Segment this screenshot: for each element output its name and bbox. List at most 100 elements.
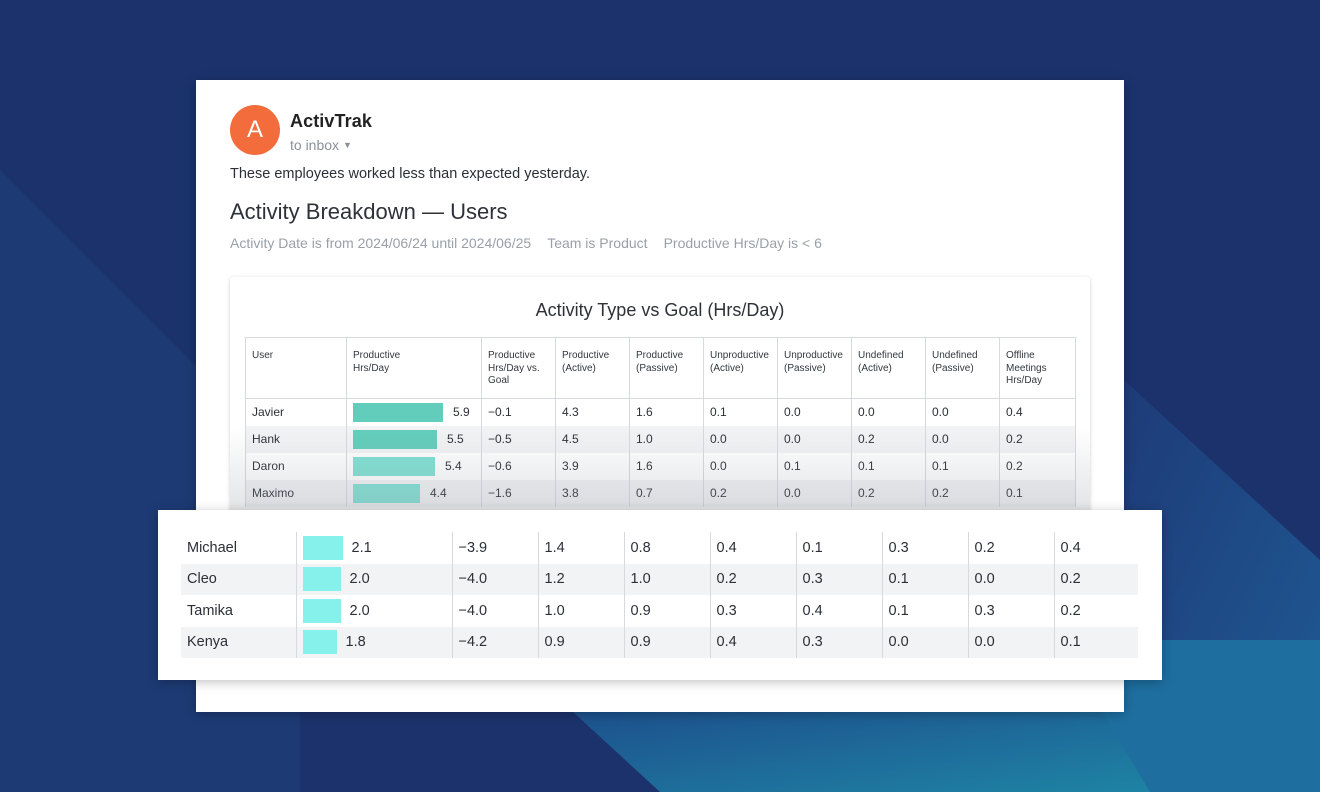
column-header[interactable]: Productive Hrs/Day <box>346 337 482 399</box>
caret-down-icon: ▼ <box>343 140 352 150</box>
vs-goal-cell: −4.2 <box>451 626 538 658</box>
productive-hours-value: 2.0 <box>349 602 370 619</box>
table-row[interactable]: Tamika 2.0 −4.0 1.0 0.9 0.3 0.4 0.1 0.3 0.2 <box>181 595 1138 627</box>
table-row[interactable]: Javier 5.9 −0.1 4.3 1.6 0.1 0.0 0.0 0.0 0.4 <box>245 398 1076 426</box>
recipient-dropdown[interactable]: to inbox ▼ <box>290 137 352 153</box>
column-header[interactable]: Unproductive (Passive) <box>777 337 852 399</box>
metric-cell: 0.2 <box>999 425 1076 453</box>
metric-cell: 0.2 <box>925 479 1000 507</box>
metric-cell: 0.3 <box>967 595 1054 627</box>
metric-cell: 1.2 <box>537 563 624 595</box>
vs-goal-cell: −0.5 <box>481 425 556 453</box>
filter-team: Team is Product <box>547 235 648 251</box>
column-header[interactable]: Undefined (Active) <box>851 337 926 399</box>
metric-cell: 1.6 <box>629 398 704 426</box>
metric-cell: 0.1 <box>777 452 852 480</box>
metric-cell: 0.7 <box>629 479 704 507</box>
user-name-cell: Hank <box>245 425 347 453</box>
productive-hours-bar <box>302 630 337 655</box>
sender-name: ActivTrak <box>290 111 372 131</box>
column-header[interactable]: Unproductive (Active) <box>703 337 778 399</box>
metric-cell: 0.4 <box>709 626 796 658</box>
metric-cell: 1.0 <box>537 595 624 627</box>
metric-cell: 0.1 <box>1053 626 1138 658</box>
table-row[interactable]: Michael 2.1 −3.9 1.4 0.8 0.4 0.1 0.3 0.2 0.4 <box>181 532 1138 564</box>
column-header[interactable]: Offline Meetings Hrs/Day <box>999 337 1076 399</box>
vs-goal-cell: −0.6 <box>481 452 556 480</box>
vs-goal-cell: −4.0 <box>451 563 538 595</box>
table-row[interactable]: Cleo 2.0 −4.0 1.2 1.0 0.2 0.3 0.1 0.0 0.2 <box>181 563 1138 595</box>
productive-hours-bar <box>302 598 341 623</box>
productive-hours-cell: 2.0 <box>295 595 452 627</box>
metric-cell: 0.3 <box>881 532 968 564</box>
table-header-row: User Productive Hrs/Day Productive Hrs/D… <box>245 337 1076 399</box>
metric-cell: 0.1 <box>795 532 882 564</box>
table-row[interactable]: Kenya 1.8 −4.2 0.9 0.9 0.4 0.3 0.0 0.0 0.1 <box>181 626 1138 658</box>
productive-hours-bar <box>302 567 341 592</box>
table-row[interactable]: Hank 5.5 −0.5 4.5 1.0 0.0 0.0 0.2 0.0 0.2 <box>245 425 1076 453</box>
table-row[interactable]: Daron 5.4 −0.6 3.9 1.6 0.0 0.1 0.1 0.1 0.2 <box>245 452 1076 480</box>
email-intro: These employees worked less than expecte… <box>230 166 591 182</box>
productive-hours-cell: 2.0 <box>295 563 452 595</box>
metric-cell: 0.1 <box>703 398 778 426</box>
filter-productive: Productive Hrs/Day is < 6 <box>663 235 822 251</box>
metric-cell: 0.0 <box>777 425 852 453</box>
sender-avatar: A <box>230 105 280 155</box>
metric-cell: 0.3 <box>795 626 882 658</box>
metric-cell: 0.4 <box>709 532 796 564</box>
metric-cell: 0.0 <box>967 563 1054 595</box>
metric-cell: 0.3 <box>795 563 882 595</box>
productive-hours-value: 5.4 <box>445 459 462 473</box>
user-name-cell: Cleo <box>181 563 296 595</box>
user-name-cell: Daron <box>245 452 347 480</box>
column-header[interactable]: Productive (Passive) <box>629 337 704 399</box>
metric-cell: 0.2 <box>851 479 926 507</box>
productive-hours-value: 1.8 <box>345 634 366 651</box>
metric-cell: 0.4 <box>795 595 882 627</box>
productive-hours-cell: 2.1 <box>295 532 452 564</box>
chart-title: Activity Type vs Goal (Hrs/Day) <box>535 300 785 320</box>
metric-cell: 0.4 <box>1053 532 1138 564</box>
column-header[interactable]: Undefined (Passive) <box>925 337 1000 399</box>
productive-hours-bar <box>353 429 437 449</box>
vs-goal-cell: −1.6 <box>481 479 556 507</box>
metric-cell: 0.2 <box>1053 595 1138 627</box>
activity-chart-card: Activity Type vs Goal (Hrs/Day) User Pro… <box>230 277 1090 513</box>
metric-cell: 3.9 <box>555 452 630 480</box>
metric-cell: 0.8 <box>623 532 710 564</box>
report-title: Activity Breakdown — Users <box>230 199 508 224</box>
productive-hours-bar <box>302 535 343 560</box>
metric-cell: 0.1 <box>925 452 1000 480</box>
metric-cell: 0.1 <box>881 595 968 627</box>
productive-hours-value: 5.9 <box>453 405 470 420</box>
user-name-cell: Maximo <box>245 479 347 507</box>
productive-hours-bar <box>353 456 435 476</box>
user-name-cell: Tamika <box>187 602 233 619</box>
column-header[interactable]: User <box>245 337 347 399</box>
table-row[interactable]: Maximo 4.4 −1.6 3.8 0.7 0.2 0.0 0.2 0.2 0.1 <box>245 479 1076 507</box>
metric-cell: 0.0 <box>925 398 1000 426</box>
filter-date: Activity Date is from 2024/06/24 until 2… <box>230 235 532 251</box>
metric-cell: 1.6 <box>629 452 704 480</box>
metric-cell: 0.2 <box>851 425 926 453</box>
metric-cell: 1.4 <box>537 532 624 564</box>
metric-cell: 1.0 <box>623 563 710 595</box>
column-header[interactable]: Productive (Active) <box>555 337 630 399</box>
metric-cell: 0.0 <box>881 626 968 658</box>
activity-table: User Productive Hrs/Day Productive Hrs/D… <box>245 337 1076 507</box>
productive-hours-value: 5.5 <box>447 432 464 446</box>
metric-cell: 0.9 <box>623 595 710 627</box>
metric-cell: 0.9 <box>623 626 710 658</box>
metric-cell: 4.5 <box>555 425 630 453</box>
metric-cell: 0.2 <box>703 479 778 507</box>
column-header[interactable]: Productive Hrs/Day vs. Goal <box>481 337 556 399</box>
metric-cell: 0.0 <box>703 425 778 453</box>
vs-goal-cell: −3.9 <box>451 532 538 564</box>
zoomed-rows-panel: Michael 2.1 −3.9 1.4 0.8 0.4 0.1 0.3 0.2 0.4 Cleo 2… <box>158 510 1162 680</box>
productive-hours-value: 2.0 <box>349 571 370 588</box>
metric-cell: 1.0 <box>629 425 704 453</box>
productive-hours-bar <box>353 402 443 422</box>
metric-cell: 0.1 <box>881 563 968 595</box>
productive-hours-cell: 1.8 <box>295 626 452 658</box>
productive-hours-bar <box>353 483 420 503</box>
